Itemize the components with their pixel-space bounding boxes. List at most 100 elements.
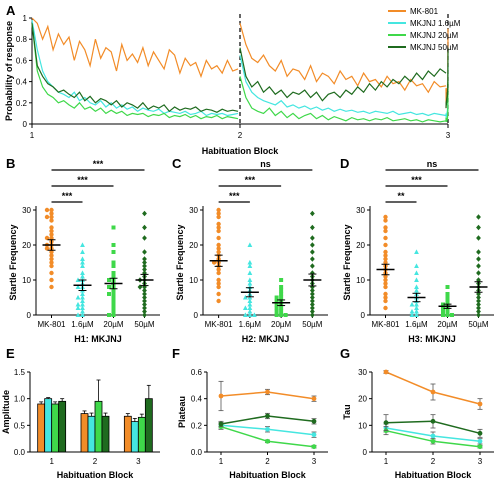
e-bar <box>58 400 67 453</box>
data-point <box>111 313 116 317</box>
a-x-axis-label: Habituation Block <box>202 146 279 156</box>
data-point <box>242 294 248 300</box>
data-point <box>247 277 253 282</box>
e-y-tick-label: 0.0 <box>14 448 26 457</box>
data-point <box>107 285 111 289</box>
data-point <box>49 211 54 216</box>
e-bar <box>37 403 46 453</box>
data-point <box>414 287 419 293</box>
data-point <box>80 301 85 307</box>
data-point <box>445 295 450 300</box>
data-point <box>414 308 419 314</box>
data-point <box>49 218 54 223</box>
a-series-line <box>31 23 239 120</box>
a-series-line <box>31 17 239 79</box>
data-point <box>142 249 147 255</box>
data-point <box>142 301 147 308</box>
data-point <box>309 305 315 311</box>
panel-title: H1: MKJNJ <box>74 334 122 344</box>
data-point <box>309 287 315 294</box>
data-point <box>111 250 116 254</box>
panel-label-c: C <box>172 156 182 171</box>
data-point <box>49 235 54 241</box>
a-y-tick-label: 0.8 <box>16 35 28 44</box>
data-point <box>383 284 388 290</box>
panel-d-startle-h3: 0 10 20 30 Startle Frequency MK-801 1.6µM 20µM 5… <box>342 159 494 344</box>
panel-b-startle-h1: 0 10 20 30 Startle Frequency MK-801 1.6µM 20µM 5… <box>8 159 160 344</box>
g-y-tick-label: 30 <box>358 368 367 377</box>
data-point <box>75 305 81 310</box>
a-y-tick-label: 0.2 <box>16 99 28 108</box>
data-point <box>216 211 221 216</box>
a-y-axis-label: Probability of response <box>4 21 14 121</box>
data-point <box>216 207 221 213</box>
a-series-line <box>239 76 447 123</box>
e-bar <box>44 398 53 453</box>
data-point <box>274 302 279 307</box>
data-point <box>476 256 481 262</box>
y-axis-label: Startle Frequency <box>342 224 352 300</box>
g-y-tick-label: 0 <box>363 448 368 457</box>
x-tick-label: 20µM <box>271 320 292 329</box>
f-data-point <box>218 421 224 427</box>
data-point <box>49 225 54 230</box>
x-tick-label: 50µM <box>302 320 323 329</box>
data-point <box>80 259 85 265</box>
data-point <box>441 302 445 307</box>
data-point <box>309 256 315 262</box>
data-point <box>247 270 253 275</box>
data-point <box>242 305 248 310</box>
data-point <box>216 281 221 286</box>
x-tick-label: MK-801 <box>371 320 400 329</box>
data-point <box>476 312 481 318</box>
data-point <box>247 305 253 310</box>
data-point <box>383 281 388 286</box>
data-point <box>49 253 54 258</box>
data-point <box>383 305 388 311</box>
f-data-point <box>265 426 270 432</box>
data-point <box>279 313 284 317</box>
e-bar <box>137 416 146 453</box>
data-point <box>216 235 221 241</box>
data-point <box>142 308 147 315</box>
data-point <box>111 302 116 307</box>
data-point <box>445 309 450 314</box>
y-tick-label: 20 <box>356 241 365 250</box>
a-series-line <box>31 19 239 117</box>
g-y-tick-label: 10 <box>358 421 367 430</box>
data-point <box>309 249 315 255</box>
data-point <box>476 224 481 231</box>
data-point <box>383 242 388 248</box>
data-point <box>274 295 279 300</box>
f-y-tick-label: 0.4 <box>191 395 203 404</box>
data-point <box>216 284 221 290</box>
e-bar <box>80 413 89 453</box>
data-point <box>414 249 419 254</box>
data-point <box>111 260 116 265</box>
panel-label-f: F <box>172 346 180 361</box>
data-point <box>476 214 481 220</box>
data-point <box>142 256 147 262</box>
data-point <box>383 235 388 241</box>
data-point <box>309 308 315 315</box>
data-point <box>414 305 419 310</box>
panel-title: H3: MKJNJ <box>408 334 456 344</box>
f-y-axis-label: Plateau <box>177 396 187 428</box>
x-tick-label: 1.6µM <box>405 320 428 329</box>
a-legend-entry: MKJNJ 50µM <box>410 43 459 52</box>
a-series-line <box>31 23 239 113</box>
panel-label-d: D <box>340 156 349 171</box>
data-point <box>142 294 147 301</box>
e-bar <box>51 403 60 453</box>
data-point <box>309 284 315 290</box>
data-point <box>137 284 143 290</box>
data-point <box>476 263 481 269</box>
data-point <box>80 308 85 314</box>
panel-label-g: G <box>340 346 350 361</box>
panel-label-a: A <box>6 3 16 18</box>
f-y-tick-label: 0.0 <box>191 448 203 457</box>
data-point <box>414 270 419 275</box>
data-point <box>75 277 81 282</box>
data-point <box>383 291 388 297</box>
